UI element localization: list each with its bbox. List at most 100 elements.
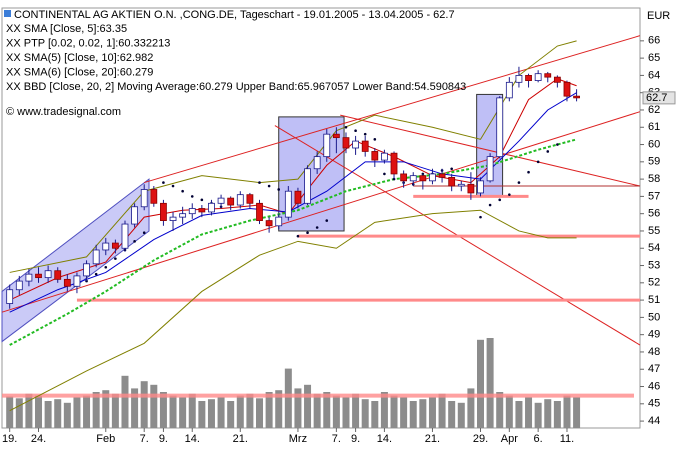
volume-bar (361, 399, 369, 428)
candle-body (553, 76, 561, 83)
candle-body (265, 220, 273, 227)
ptp-dot (114, 257, 117, 260)
x-tick-label: 14. (185, 433, 200, 445)
volume-bar (246, 393, 254, 428)
volume-bar (294, 388, 302, 428)
y-tick-label: 44 (648, 415, 660, 427)
volume-bar (563, 395, 571, 428)
candle-body (160, 202, 167, 221)
candle-body (438, 173, 446, 178)
volume-bar (217, 397, 225, 428)
volume-bar (390, 395, 398, 428)
ptp-dot (190, 195, 194, 198)
candle-body (563, 81, 571, 97)
volume-bar (515, 401, 523, 428)
y-tick-label: 48 (648, 346, 660, 358)
x-tick-label: 6. (534, 433, 543, 445)
volume-bar (198, 401, 206, 428)
candle-body (477, 180, 484, 194)
y-tick-label: 54 (648, 242, 660, 254)
trend-line (340, 114, 641, 187)
ptp-dot (479, 215, 482, 219)
candle-body (25, 273, 33, 282)
last-price-box (642, 91, 676, 105)
candle-body (227, 197, 235, 206)
indicator-line (9, 138, 577, 346)
candle-body (525, 75, 532, 81)
x-tick-label: 11. (560, 433, 574, 445)
legend-entry: XX SMA(5) [Close, 10]:62.982 (6, 52, 153, 64)
x-tick-label: 7. (332, 433, 341, 445)
volume-bar (323, 392, 331, 428)
candle-body (73, 275, 81, 287)
volume-bar (63, 402, 71, 428)
volume-bar (275, 390, 283, 428)
indicator-line (9, 209, 577, 412)
ptp-dot (373, 138, 377, 141)
ptp-dot (104, 265, 108, 269)
ptp-dot (383, 172, 386, 176)
candle-body (208, 202, 215, 213)
x-tick-label: 29. (473, 433, 488, 445)
x-tick-label: 21. (425, 433, 440, 445)
volume-bar (236, 395, 244, 428)
candle-body (429, 173, 436, 182)
ptp-dot (277, 188, 281, 191)
candle-body (150, 189, 158, 204)
volume-bar (467, 388, 475, 428)
volume-bar (419, 399, 427, 428)
candle-body (35, 273, 42, 279)
candle-body (44, 270, 52, 279)
volume-bar (227, 401, 235, 428)
y-tick-label: 58 (648, 173, 660, 185)
volume-bar (54, 399, 62, 428)
volume-bar (371, 401, 379, 428)
x-tick-label: 21. (233, 433, 248, 445)
volume-bar (111, 393, 119, 428)
volume-bar (496, 392, 504, 428)
ptp-dot (536, 160, 540, 164)
x-tick-label: Mrz (289, 433, 307, 445)
volume-bar (131, 388, 139, 428)
candle-body (419, 175, 427, 182)
volume-bar (486, 338, 494, 428)
volume-bar (342, 397, 350, 428)
x-tick-label: Feb (96, 433, 115, 445)
candle-body (131, 206, 138, 225)
volume-bar (380, 392, 388, 428)
candle-body (496, 97, 504, 158)
ptp-dot (325, 219, 329, 222)
volume-bar (400, 397, 408, 428)
volume-bar (477, 339, 484, 428)
y-tick-label: 53 (648, 259, 660, 271)
ptp-dot (258, 181, 261, 184)
candle-body (198, 208, 206, 213)
candle-body (534, 73, 542, 81)
volume-bar (284, 368, 292, 428)
candle-body (342, 137, 350, 149)
volume-bar (83, 395, 91, 428)
volume-bar (179, 397, 187, 428)
volume-bar (304, 384, 312, 428)
volume-bar (25, 393, 33, 428)
y-tick-label: 49 (648, 329, 660, 341)
volume-bar (332, 395, 340, 428)
ptp-dot (181, 189, 184, 193)
y-tick-label: 56 (648, 208, 660, 220)
volume-bar (15, 398, 23, 428)
y-tick-label: 57 (648, 190, 660, 202)
candle-body (361, 140, 369, 152)
candle-body (381, 152, 388, 161)
volume-bar (553, 401, 561, 428)
ptp-dot (296, 234, 300, 238)
ptp-dot (162, 181, 165, 184)
candle-body (332, 133, 340, 139)
volume-bar (102, 390, 110, 428)
candle-body (544, 73, 552, 78)
title-icon (4, 10, 11, 17)
ptp-dot (200, 198, 204, 202)
volume-bar (457, 402, 465, 428)
candle-body (294, 190, 302, 204)
y-tick-label: 55 (648, 225, 660, 237)
candle-body (140, 189, 148, 208)
